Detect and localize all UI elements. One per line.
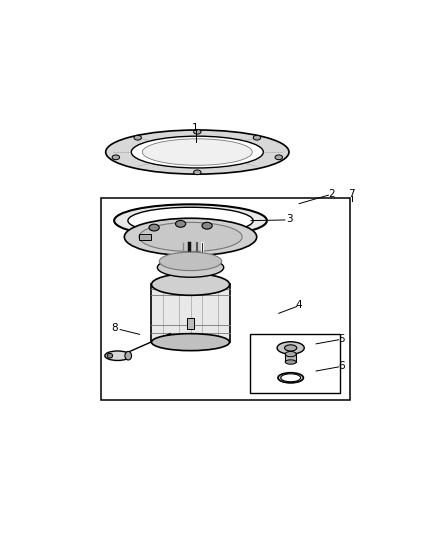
Ellipse shape	[277, 342, 304, 354]
Ellipse shape	[281, 374, 300, 382]
Bar	[187, 318, 194, 328]
Ellipse shape	[142, 139, 252, 165]
Ellipse shape	[194, 130, 201, 134]
Text: 2: 2	[328, 189, 335, 199]
Ellipse shape	[152, 334, 230, 351]
Ellipse shape	[202, 222, 212, 229]
Ellipse shape	[275, 155, 283, 160]
Ellipse shape	[152, 273, 230, 295]
Ellipse shape	[139, 222, 242, 252]
Bar	[101, 198, 350, 400]
Ellipse shape	[285, 351, 296, 357]
Ellipse shape	[107, 353, 113, 358]
Ellipse shape	[157, 257, 224, 277]
Ellipse shape	[112, 155, 120, 160]
Ellipse shape	[125, 351, 131, 360]
Bar	[285, 354, 296, 362]
Text: 1: 1	[192, 123, 199, 133]
Ellipse shape	[176, 221, 186, 227]
Ellipse shape	[194, 170, 201, 175]
Text: 5: 5	[338, 334, 345, 344]
Ellipse shape	[131, 136, 263, 168]
Text: 3: 3	[286, 214, 292, 224]
Bar	[139, 233, 151, 240]
Ellipse shape	[253, 135, 261, 140]
Ellipse shape	[285, 345, 297, 351]
Text: 6: 6	[338, 361, 345, 371]
Bar	[250, 334, 340, 393]
Ellipse shape	[278, 373, 304, 383]
Text: 7: 7	[349, 189, 355, 199]
Ellipse shape	[106, 130, 289, 174]
Ellipse shape	[114, 204, 267, 237]
Bar	[152, 285, 230, 342]
Ellipse shape	[149, 224, 159, 231]
Ellipse shape	[134, 135, 141, 140]
Text: 4: 4	[296, 301, 303, 311]
Ellipse shape	[124, 218, 257, 256]
Ellipse shape	[285, 360, 296, 364]
Ellipse shape	[105, 351, 130, 360]
Text: 8: 8	[111, 322, 117, 333]
Ellipse shape	[128, 207, 253, 234]
Ellipse shape	[159, 252, 222, 271]
